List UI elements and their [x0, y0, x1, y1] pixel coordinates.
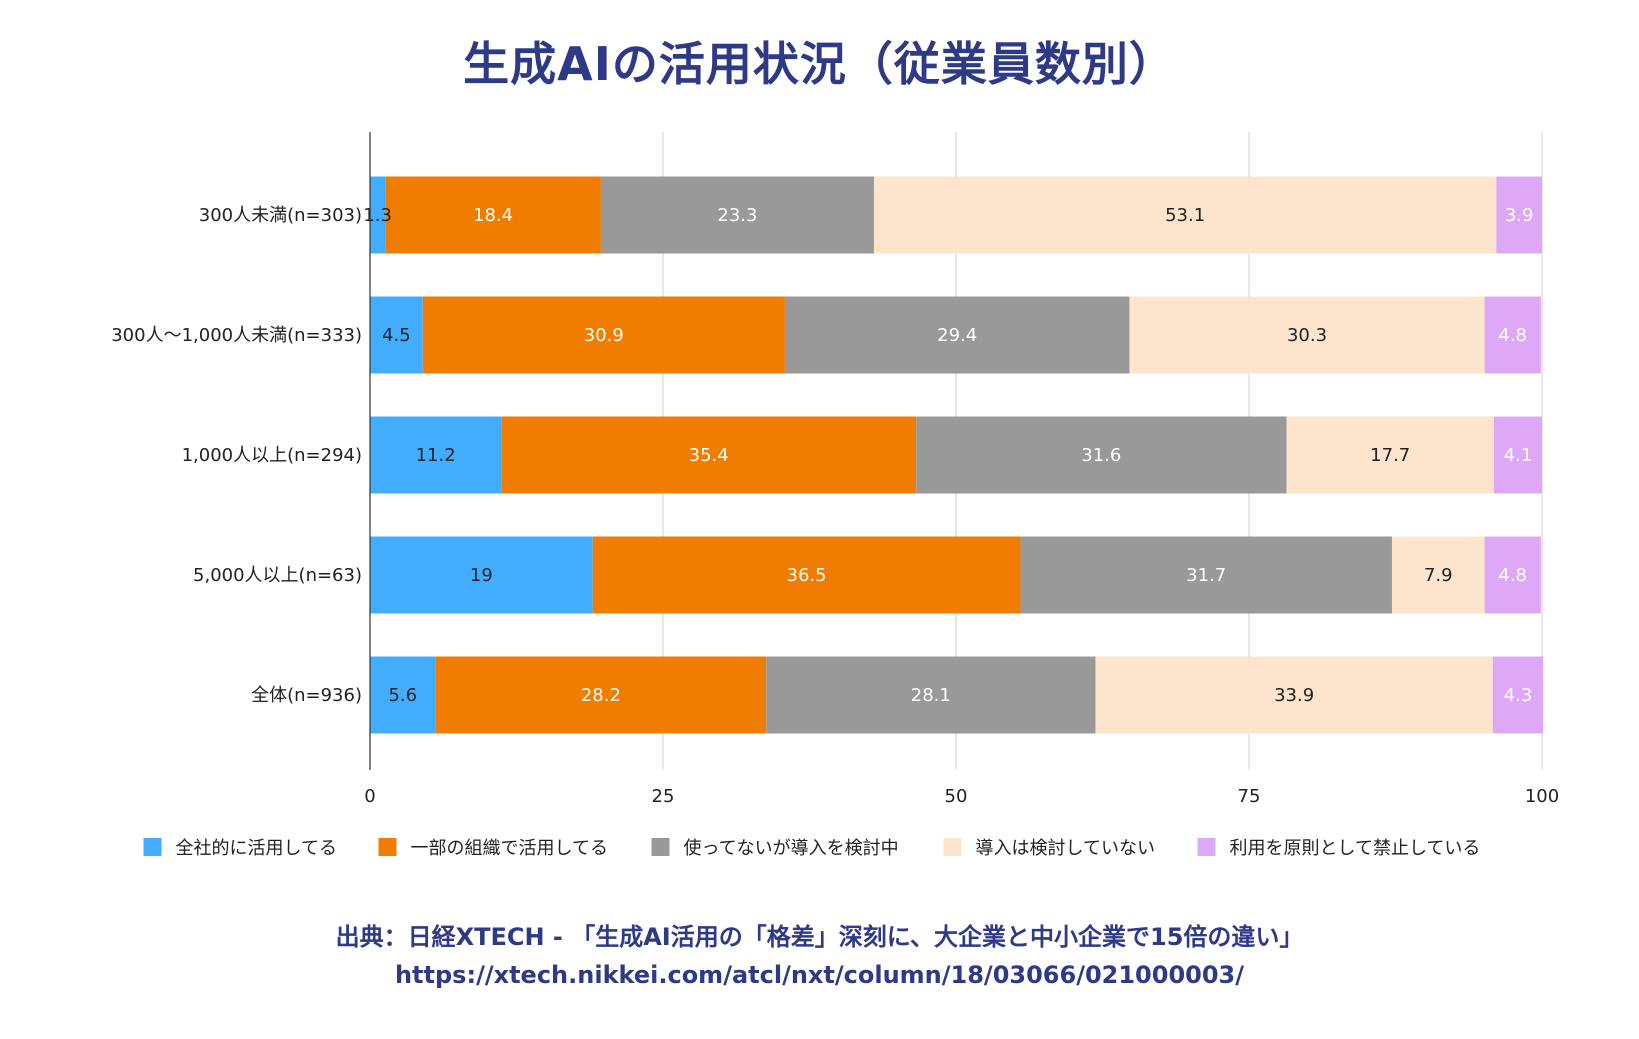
bar-segment: [370, 536, 593, 614]
bar-segment: [784, 296, 1130, 374]
data-label: 36.5: [787, 565, 827, 586]
bar-segment: [1484, 296, 1541, 374]
source-url: https://xtech.nikkei.com/atcl/nxt/column…: [394, 961, 1245, 989]
data-label: 18.4: [473, 205, 513, 226]
x-tick-label: 50: [945, 786, 968, 807]
category-label: 300人～1,000人未満(n=333): [111, 325, 362, 346]
bar-segment: [370, 176, 386, 254]
bar-layer: [370, 176, 1544, 734]
bar-segment: [385, 176, 601, 254]
data-label: 1.3: [363, 205, 392, 226]
legend-swatch: [143, 838, 162, 856]
bar-segment: [1286, 416, 1494, 494]
data-label: 4.3: [1504, 685, 1533, 706]
bar-segment: [1129, 296, 1485, 374]
x-tick-label: 25: [652, 786, 675, 807]
bar-segment: [501, 416, 917, 494]
data-label: 4.8: [1498, 325, 1527, 346]
data-label: 19: [470, 565, 493, 586]
bar-segment: [766, 656, 1096, 734]
source-line-1: 出典：日経XTECH - 「生成AI活用の「格差」深刻に、大企業と中小企業で15…: [335, 923, 1304, 951]
bar-segment: [1492, 656, 1544, 734]
x-tick-label: 100: [1525, 786, 1559, 807]
legend-swatch: [1197, 838, 1216, 856]
data-label: 17.7: [1370, 445, 1410, 466]
data-label: 33.9: [1274, 685, 1314, 706]
bar-segment: [1391, 536, 1485, 614]
data-label: 7.9: [1424, 565, 1453, 586]
x-tick-label: 75: [1238, 786, 1261, 807]
legend-label: 導入は検討していない: [976, 838, 1155, 859]
category-label: 1,000人以上(n=294): [182, 445, 362, 466]
legend-label: 利用を原則として禁止している: [1230, 838, 1481, 859]
x-tick-label: 0: [364, 786, 375, 807]
data-label: 3.9: [1505, 205, 1534, 226]
source-citation: 出典：日経XTECH - 「生成AI活用の「格差」深刻に、大企業と中小企業で15…: [0, 918, 1639, 994]
data-label: 4.8: [1498, 565, 1527, 586]
data-label: 31.6: [1081, 445, 1121, 466]
legend-swatch: [651, 838, 670, 856]
bar-segment: [1095, 656, 1493, 734]
data-label: 30.3: [1287, 325, 1327, 346]
data-label: 29.4: [937, 325, 977, 346]
data-label: 4.5: [382, 325, 411, 346]
data-label: 28.2: [581, 685, 621, 706]
bar-segment: [370, 416, 502, 494]
bar-segment: [1484, 536, 1541, 614]
legend-label: 一部の組織で活用してる: [411, 838, 608, 859]
data-label: 28.1: [911, 685, 951, 706]
category-label: 5,000人以上(n=63): [193, 565, 362, 586]
axis-layer: 0 25 50 75 100 300人未満(n=303) 300人～1,000人未満(n=3…: [111, 132, 1559, 807]
legend-label: 使ってないが導入を検討中: [684, 838, 899, 859]
data-label: 53.1: [1165, 205, 1205, 226]
bar-segment: [600, 176, 874, 254]
legend-layer: 全社的に活用してる 一部の組織で活用してる 使ってないが導入を検討中 導入は検討してい…: [143, 838, 1481, 859]
legend-swatch: [943, 838, 962, 856]
bar-segment: [370, 296, 423, 374]
bar-segment: [1496, 176, 1542, 254]
data-label: 23.3: [717, 205, 757, 226]
chart-title: 生成AIの活用状況（従業員数別）: [463, 37, 1176, 91]
bar-segment: [592, 536, 1021, 614]
data-label: 30.9: [584, 325, 624, 346]
label-layer: 1.3 18.4 23.3 53.1 3.9 4.5 30.9 29.4 30.3 4.8 11.2…: [363, 205, 1533, 706]
stacked-bar-chart: 1.3 18.4 23.3 53.1 3.9 4.5 30.9 29.4 30.3 4.8 11.2…: [111, 132, 1559, 859]
legend-label: 全社的に活用してる: [176, 838, 337, 859]
bar-segment: [1020, 536, 1392, 614]
bar-segment: [370, 656, 436, 734]
bar-segment: [1493, 416, 1542, 494]
data-label: 5.6: [388, 685, 417, 706]
data-label: 31.7: [1186, 565, 1226, 586]
bar-segment: [435, 656, 767, 734]
data-label: 4.1: [1504, 445, 1533, 466]
bar-segment: [873, 176, 1497, 254]
bar-segment: [422, 296, 785, 374]
bar-segment: [916, 416, 1287, 494]
category-label: 全体(n=936): [251, 685, 362, 706]
data-label: 35.4: [689, 445, 729, 466]
category-label: 300人未満(n=303): [199, 205, 362, 226]
legend-swatch: [378, 838, 397, 856]
data-label: 11.2: [416, 445, 456, 466]
